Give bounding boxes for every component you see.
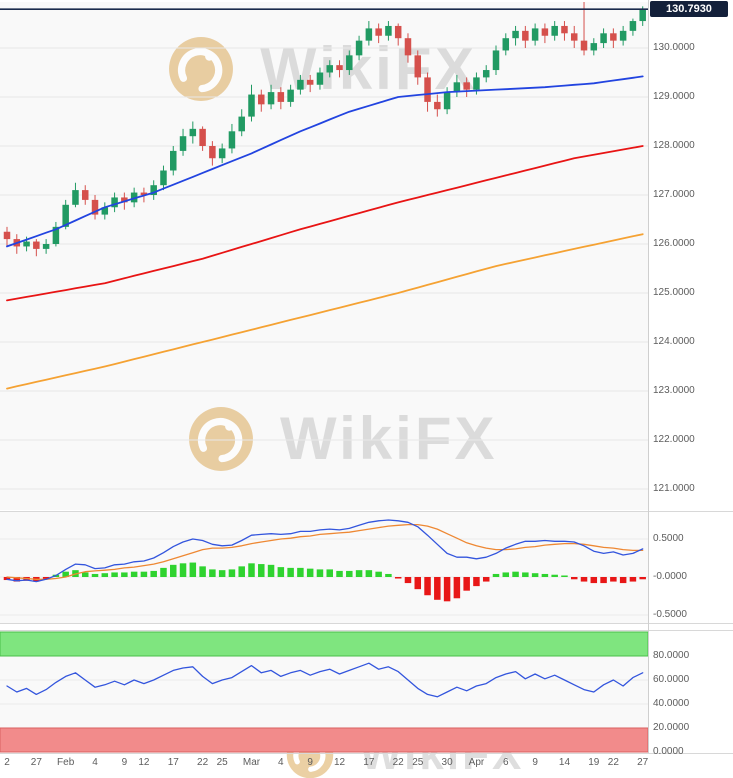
date-tick-label: 25 [216, 757, 228, 768]
date-tick-label: 4 [92, 757, 98, 768]
price-axis-line [648, 0, 649, 753]
moving-averages-layer [6, 75, 644, 390]
date-tick-label: 27 [30, 757, 42, 768]
axis-tick-label: 123.0000 [653, 385, 695, 396]
date-tick-label: 22 [197, 757, 209, 768]
date-tick-label: 9 [121, 757, 128, 768]
date-tick-label: 9 [307, 757, 313, 768]
last-price-badge: 130.7930 [650, 1, 728, 18]
panel-divider [0, 511, 733, 512]
date-tick-label: 6 [502, 757, 509, 768]
date-tick-label: 17 [167, 757, 179, 768]
date-tick-label: 22 [607, 757, 619, 768]
axis-tick-label: 40.0000 [653, 698, 690, 709]
wikifx-logo-icon [169, 36, 233, 101]
wikifx-watermark: WikiFX [188, 404, 497, 473]
axis-tick-label: 122.0000 [653, 434, 695, 445]
date-tick-label: Mar [242, 757, 261, 768]
axis-tick-label: 20.0000 [653, 722, 690, 733]
wikifx-watermark-text: WikiFX [260, 35, 478, 102]
wikifx-logo-icon [189, 406, 253, 471]
candles-layer [3, 2, 646, 257]
price-grid-layer [0, 47, 648, 490]
date-tick-label: Apr [468, 757, 485, 768]
axis-tick-label: 0.0000 [653, 746, 684, 757]
date-tick-label: 27 [637, 757, 649, 768]
date-tick-label: 22 [392, 757, 404, 768]
axis-tick-label: -0.5000 [653, 609, 687, 620]
axis-tick-label: 121.0000 [653, 483, 695, 494]
axis-tick-label: 127.0000 [653, 189, 695, 200]
axis-tick-label: 129.0000 [653, 91, 695, 102]
date-tick-label: 19 [588, 757, 600, 768]
date-tick-label: 9 [532, 757, 538, 768]
date-tick-label: 2 [4, 757, 10, 768]
panel-divider [0, 630, 733, 631]
axis-tick-label: 60.0000 [653, 674, 690, 685]
macd-layer [0, 519, 648, 616]
date-tick-label: 12 [138, 757, 150, 768]
date-tick-label: Feb [57, 757, 75, 768]
date-tick-label: 14 [558, 757, 571, 768]
wikifx-watermark-text: WikiFX [280, 405, 498, 472]
wikifx-watermark: WikiFX [168, 34, 477, 103]
axis-tick-label: 124.0000 [653, 336, 695, 347]
panel-divider [0, 623, 733, 624]
axis-tick-label: 126.0000 [653, 238, 695, 249]
axis-tick-label: 80.0000 [653, 650, 690, 661]
date-axis-line [0, 753, 733, 754]
oscillator-layer [0, 631, 649, 753]
axis-tick-label: 130.0000 [653, 42, 695, 53]
axis-tick-label: 128.0000 [653, 140, 695, 151]
date-tick-label: 12 [333, 757, 346, 768]
date-tick-label: 17 [363, 757, 375, 768]
date-tick-label: 30 [441, 757, 453, 768]
axis-tick-label: -0.0000 [653, 571, 687, 582]
axis-tick-label: 0.5000 [653, 533, 684, 544]
date-tick-label: 25 [412, 757, 424, 768]
date-tick-label: 4 [278, 757, 284, 768]
axis-tick-label: 125.0000 [653, 287, 695, 298]
